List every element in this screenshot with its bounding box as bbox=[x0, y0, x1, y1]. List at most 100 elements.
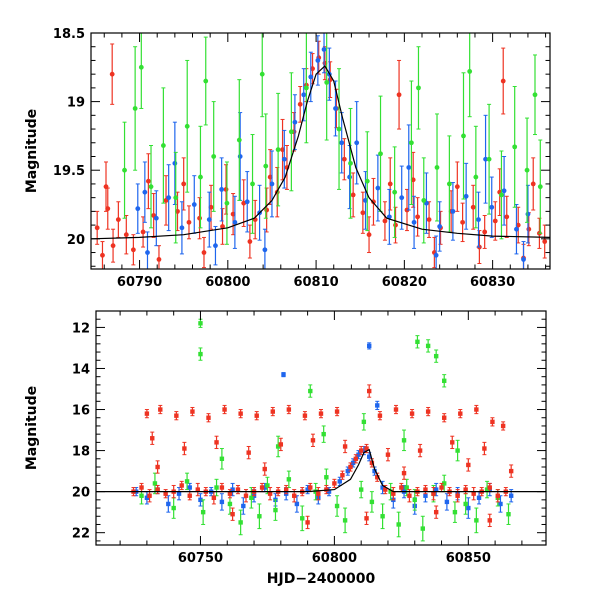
data-point bbox=[460, 219, 466, 225]
data-point bbox=[364, 446, 369, 451]
data-point bbox=[145, 250, 150, 255]
data-point bbox=[263, 163, 269, 169]
data-point bbox=[537, 184, 543, 190]
data-point bbox=[145, 178, 151, 184]
data-point bbox=[455, 448, 460, 453]
data-point bbox=[238, 520, 243, 525]
data-point bbox=[501, 188, 507, 194]
data-point bbox=[348, 160, 353, 166]
data-point bbox=[94, 225, 100, 231]
x-tick-label: 60810 bbox=[293, 275, 338, 290]
data-point bbox=[375, 403, 380, 408]
data-point bbox=[203, 78, 209, 84]
data-point bbox=[337, 479, 342, 484]
data-point bbox=[463, 501, 468, 507]
data-point bbox=[416, 85, 421, 91]
data-point bbox=[236, 137, 242, 143]
data-point bbox=[450, 208, 456, 214]
data-point bbox=[367, 388, 372, 394]
data-point bbox=[187, 493, 192, 498]
data-point bbox=[247, 239, 253, 244]
data-point bbox=[483, 156, 488, 162]
data-point bbox=[358, 487, 364, 492]
data-point bbox=[369, 460, 375, 466]
data-point bbox=[103, 184, 109, 190]
plot-frame bbox=[90, 32, 551, 270]
data-point bbox=[224, 200, 230, 206]
data-point bbox=[219, 485, 225, 490]
data-point bbox=[409, 140, 414, 146]
data-point bbox=[259, 71, 265, 77]
data-point bbox=[364, 516, 369, 521]
data-point bbox=[310, 438, 316, 443]
data-point bbox=[313, 489, 318, 494]
data-point bbox=[179, 225, 185, 231]
data-point bbox=[347, 174, 353, 180]
data-point bbox=[214, 485, 219, 490]
data-point bbox=[393, 407, 399, 412]
series-0 bbox=[94, 40, 548, 269]
data-point bbox=[292, 493, 297, 498]
data-point bbox=[144, 411, 150, 416]
data-point bbox=[350, 460, 356, 466]
data-point bbox=[139, 493, 144, 498]
data-point bbox=[176, 491, 182, 496]
data-point bbox=[466, 505, 471, 511]
top-panel: 60790 60800 60810 60820 60830 18.5 19 19.5 20 Mag… bbox=[24, 27, 551, 290]
data-point bbox=[542, 239, 548, 244]
data-point bbox=[366, 232, 372, 238]
data-point bbox=[222, 407, 227, 412]
data-point bbox=[489, 204, 495, 210]
data-point bbox=[213, 243, 218, 249]
data-point bbox=[458, 411, 463, 416]
data-point bbox=[512, 144, 518, 150]
data-point bbox=[364, 178, 370, 184]
data-point bbox=[333, 106, 338, 111]
data-point bbox=[345, 468, 350, 474]
data-point bbox=[184, 479, 190, 484]
data-point bbox=[369, 499, 375, 505]
data-point bbox=[219, 456, 225, 461]
data-point bbox=[467, 69, 473, 74]
data-point bbox=[476, 495, 482, 500]
data-point bbox=[166, 501, 171, 507]
data-point bbox=[264, 207, 270, 213]
data-point bbox=[197, 215, 202, 221]
data-point bbox=[286, 407, 292, 412]
data-point bbox=[308, 74, 314, 80]
data-point bbox=[500, 423, 506, 429]
data-point bbox=[498, 501, 503, 507]
data-point bbox=[532, 92, 538, 98]
data-point bbox=[339, 140, 345, 146]
data-point bbox=[324, 487, 329, 492]
data-point bbox=[278, 442, 284, 447]
data-point bbox=[288, 129, 294, 135]
data-point bbox=[198, 497, 203, 503]
data-point bbox=[195, 487, 200, 492]
data-point bbox=[300, 516, 305, 521]
data-point bbox=[259, 485, 265, 490]
data-point bbox=[360, 210, 366, 216]
data-point bbox=[181, 181, 187, 187]
data-point bbox=[308, 485, 313, 490]
data-point bbox=[243, 493, 249, 498]
data-point bbox=[506, 512, 511, 517]
data-point bbox=[439, 485, 444, 490]
series-2 bbox=[131, 384, 514, 530]
y-tick-label: 22 bbox=[72, 527, 90, 542]
data-point bbox=[415, 339, 420, 344]
data-point bbox=[267, 491, 273, 496]
data-point bbox=[342, 444, 348, 449]
data-point bbox=[361, 448, 367, 453]
data-point bbox=[130, 247, 136, 253]
data-point bbox=[367, 343, 372, 349]
data-point bbox=[524, 167, 530, 173]
data-point bbox=[316, 491, 321, 496]
data-point bbox=[391, 491, 396, 496]
data-point bbox=[499, 192, 504, 198]
bottom-panel: 60750 60800 60850 12 14 16 18 20 22 Magnitude HJD−… bbox=[24, 310, 547, 587]
data-point bbox=[385, 452, 391, 457]
data-point bbox=[470, 204, 476, 210]
series-0 bbox=[133, 342, 514, 519]
data-point bbox=[526, 226, 532, 232]
